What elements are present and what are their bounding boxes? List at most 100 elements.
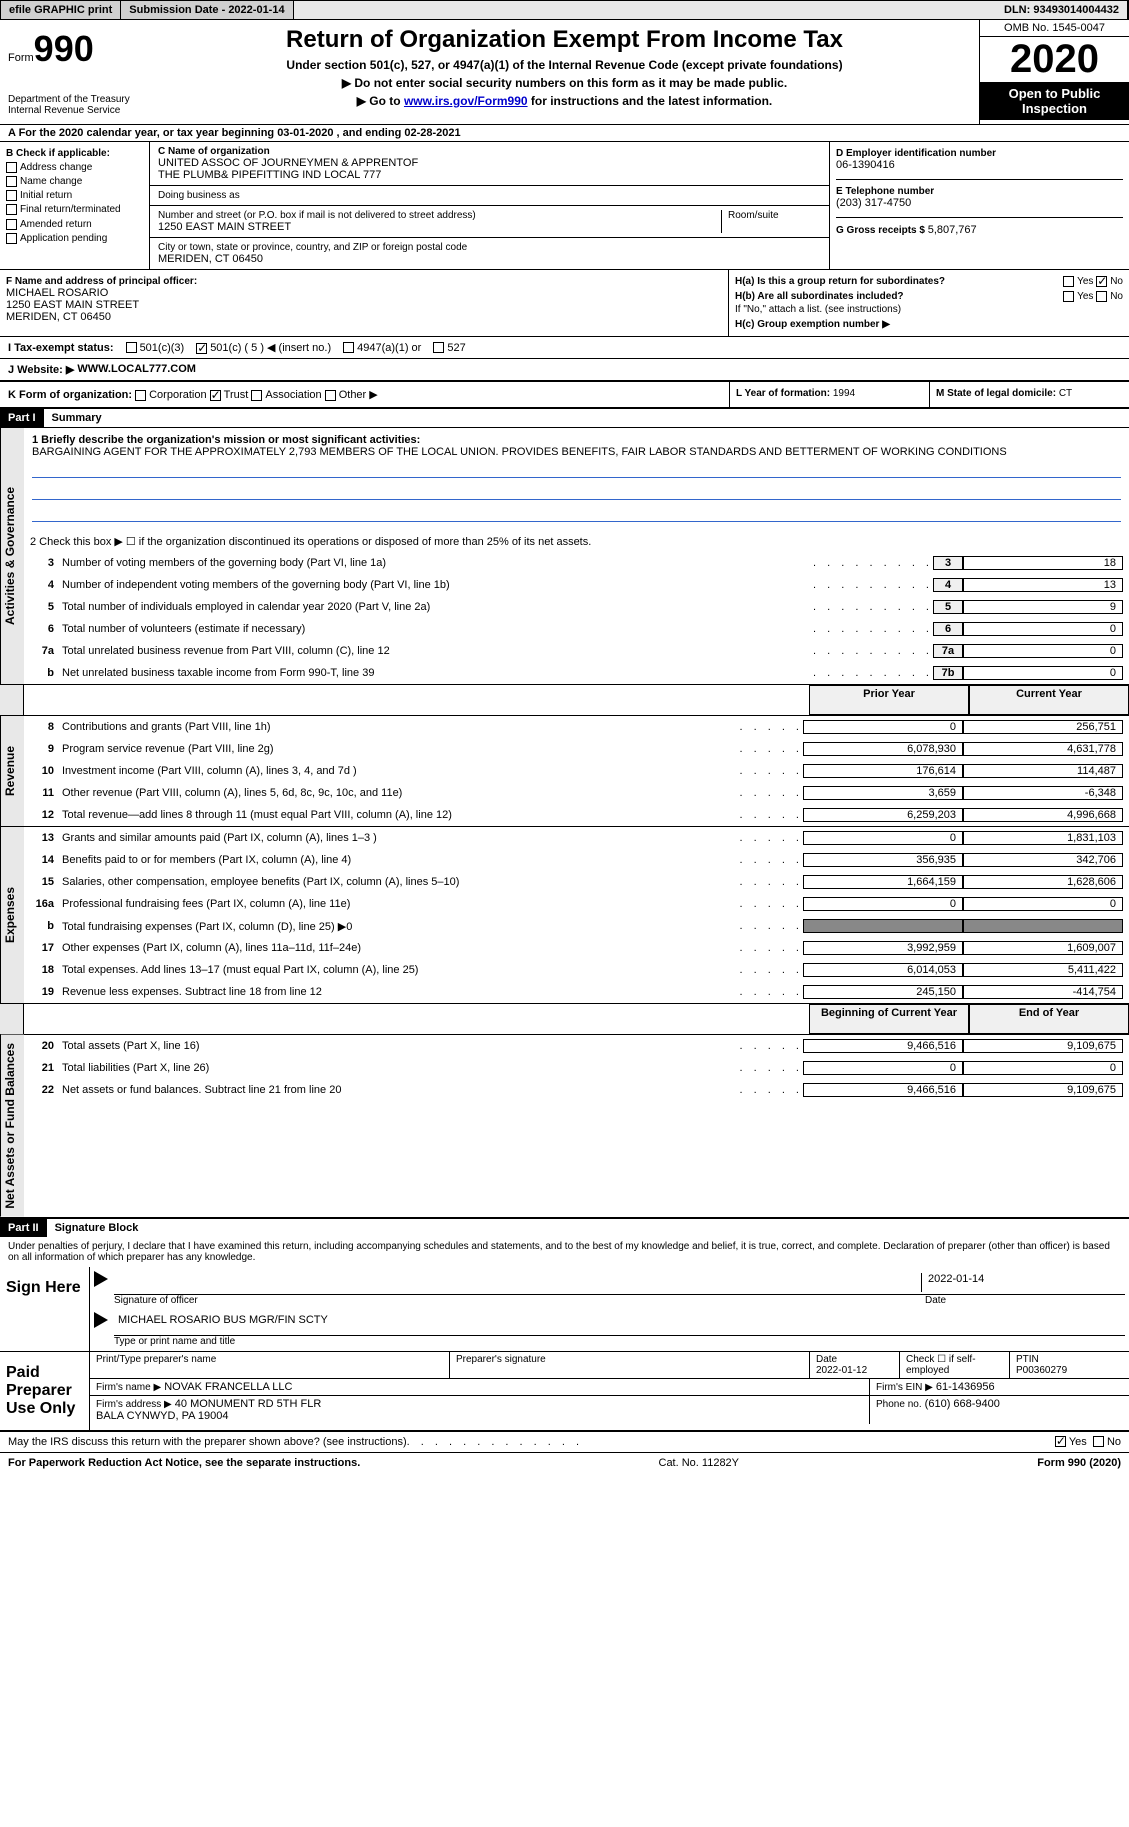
summary-line: 20 Total assets (Part X, line 16) . . . …	[24, 1035, 1129, 1057]
summary-line: 9 Program service revenue (Part VIII, li…	[24, 738, 1129, 760]
instructions-link[interactable]: www.irs.gov/Form990	[404, 94, 528, 108]
cb-501c3[interactable]: 501(c)(3)	[126, 342, 185, 354]
cb-4947[interactable]: 4947(a)(1) or	[343, 342, 421, 354]
section-f-h: F Name and address of principal officer:…	[0, 270, 1129, 337]
arrow-icon	[94, 1271, 108, 1287]
form-title: Return of Organization Exempt From Incom…	[156, 26, 973, 54]
summary-line: b Net unrelated business taxable income …	[24, 662, 1129, 684]
public-inspection: Open to Public Inspection	[980, 82, 1129, 120]
dln: DLN: 93493014004432	[996, 1, 1128, 19]
summary-line: 18 Total expenses. Add lines 13–17 (must…	[24, 959, 1129, 981]
page-footer: For Paperwork Reduction Act Notice, see …	[0, 1452, 1129, 1473]
ein: 06-1390416	[836, 159, 1123, 171]
summary-line: 10 Investment income (Part VIII, column …	[24, 760, 1129, 782]
mission-text: BARGAINING AGENT FOR THE APPROXIMATELY 2…	[32, 446, 1007, 458]
cb-final[interactable]: Final return/terminated	[6, 204, 143, 215]
part-2: Part IISignature Block Under penalties o…	[0, 1219, 1129, 1452]
officer-street: 1250 EAST MAIN STREET	[6, 299, 722, 311]
paid-preparer-label: Paid Preparer Use Only	[0, 1352, 90, 1430]
prior-year-header: Prior Year	[809, 685, 969, 715]
city: MERIDEN, CT 06450	[158, 253, 821, 265]
summary-line: 14 Benefits paid to or for members (Part…	[24, 849, 1129, 871]
gross-label: G Gross receipts $	[836, 225, 928, 236]
submission-date: Submission Date - 2022-01-14	[121, 1, 293, 19]
side-revenue: Revenue	[0, 716, 24, 826]
phone: (203) 317-4750	[836, 197, 1123, 209]
part1-header: Part I	[0, 409, 44, 427]
hb-row: H(b) Are all subordinates included? Yes …	[735, 291, 1123, 302]
street-label: Number and street (or P.O. box if mail i…	[158, 210, 721, 221]
officer-typed-name: MICHAEL ROSARIO BUS MGR/FIN SCTY	[114, 1312, 1125, 1336]
cb-yes[interactable]	[1055, 1436, 1066, 1447]
cb-no[interactable]	[1093, 1436, 1104, 1447]
part2-header: Part II	[0, 1219, 47, 1237]
firm-phone: (610) 668-9400	[925, 1398, 1000, 1410]
firm-name: NOVAK FRANCELLA LLC	[164, 1381, 292, 1393]
phone-label: E Telephone number	[836, 186, 1123, 197]
cb-527[interactable]: 527	[433, 342, 465, 354]
prep-sig-label: Preparer's signature	[449, 1352, 809, 1378]
hc-row: H(c) Group exemption number ▶	[735, 319, 1123, 330]
hb-note: If "No," attach a list. (see instruction…	[735, 304, 1123, 315]
summary-line: 21 Total liabilities (Part X, line 26) .…	[24, 1057, 1129, 1079]
header-grid: B Check if applicable: Address change Na…	[0, 142, 1129, 270]
cb-assoc[interactable]: Association	[251, 389, 321, 401]
print-name-label: Print/Type preparer's name	[90, 1352, 449, 1378]
col-b-checkboxes: B Check if applicable: Address change Na…	[0, 142, 150, 269]
summary-line: 17 Other expenses (Part IX, column (A), …	[24, 937, 1129, 959]
side-expenses: Expenses	[0, 827, 24, 1003]
cb-trust[interactable]: Trust	[210, 389, 249, 401]
officer-label: F Name and address of principal officer:	[6, 276, 722, 287]
self-employed-check[interactable]: Check ☐ if self-employed	[899, 1352, 1009, 1378]
may-irs-row: May the IRS discuss this return with the…	[0, 1431, 1129, 1452]
cb-501c[interactable]: 501(c) ( 5 ) ◀ (insert no.)	[196, 341, 331, 354]
street: 1250 EAST MAIN STREET	[158, 221, 721, 233]
summary-line: 6 Total number of volunteers (estimate i…	[24, 618, 1129, 640]
dba-label: Doing business as	[158, 190, 821, 201]
summary-line: 11 Other revenue (Part VIII, column (A),…	[24, 782, 1129, 804]
dept-treasury: Department of the Treasury Internal Reve…	[8, 94, 142, 116]
form-number: Form990	[8, 28, 142, 70]
boy-header: Beginning of Current Year	[809, 1004, 969, 1034]
note-ssn: ▶ Do not enter social security numbers o…	[156, 76, 973, 90]
cb-initial[interactable]: Initial return	[6, 190, 143, 201]
city-label: City or town, state or province, country…	[158, 242, 821, 253]
ein-label: D Employer identification number	[836, 148, 1123, 159]
line2: 2 Check this box ▶ ☐ if the organization…	[24, 530, 1129, 552]
year-formation: 1994	[833, 388, 855, 399]
officer-city: MERIDEN, CT 06450	[6, 311, 722, 323]
summary-line: 12 Total revenue—add lines 8 through 11 …	[24, 804, 1129, 826]
summary-line: 13 Grants and similar amounts paid (Part…	[24, 827, 1129, 849]
cb-name[interactable]: Name change	[6, 176, 143, 187]
summary-line: 22 Net assets or fund balances. Subtract…	[24, 1079, 1129, 1101]
sign-here-label: Sign Here	[0, 1267, 90, 1351]
row-i-status: I Tax-exempt status: 501(c)(3) 501(c) ( …	[0, 337, 1129, 359]
officer-name: MICHAEL ROSARIO	[6, 287, 722, 299]
firm-ein: 61-1436956	[936, 1381, 995, 1393]
sig-officer-field[interactable]	[118, 1273, 921, 1292]
sig-date: 2022-01-14	[921, 1273, 1121, 1292]
cb-amended[interactable]: Amended return	[6, 219, 143, 230]
summary-line: 3 Number of voting members of the govern…	[24, 552, 1129, 574]
line1-label: 1 Briefly describe the organization's mi…	[32, 434, 420, 446]
form-subtitle: Under section 501(c), 527, or 4947(a)(1)…	[156, 58, 973, 72]
cb-pending[interactable]: Application pending	[6, 233, 143, 244]
omb-number: OMB No. 1545-0047	[980, 20, 1129, 37]
cb-other[interactable]: Other ▶	[325, 389, 378, 401]
cb-address[interactable]: Address change	[6, 162, 143, 173]
ptin: P00360279	[1016, 1365, 1067, 1376]
form-footer: Form 990 (2020)	[1037, 1457, 1121, 1469]
org-name-label: C Name of organization	[158, 146, 821, 157]
efile-print-button[interactable]: efile GRAPHIC print	[1, 1, 121, 19]
row-j-website: J Website: ▶ WWW.LOCAL777.COM	[0, 359, 1129, 382]
website-url: WWW.LOCAL777.COM	[77, 363, 196, 376]
ha-row: H(a) Is this a group return for subordin…	[735, 276, 1123, 287]
summary-line: 8 Contributions and grants (Part VIII, l…	[24, 716, 1129, 738]
cat-no: Cat. No. 11282Y	[360, 1457, 1037, 1469]
current-year-header: Current Year	[969, 685, 1129, 715]
cb-corp[interactable]: Corporation	[135, 389, 206, 401]
topbar: efile GRAPHIC print Submission Date - 20…	[0, 0, 1129, 20]
eoy-header: End of Year	[969, 1004, 1129, 1034]
summary-line: 15 Salaries, other compensation, employe…	[24, 871, 1129, 893]
summary-line: 16a Professional fundraising fees (Part …	[24, 893, 1129, 915]
